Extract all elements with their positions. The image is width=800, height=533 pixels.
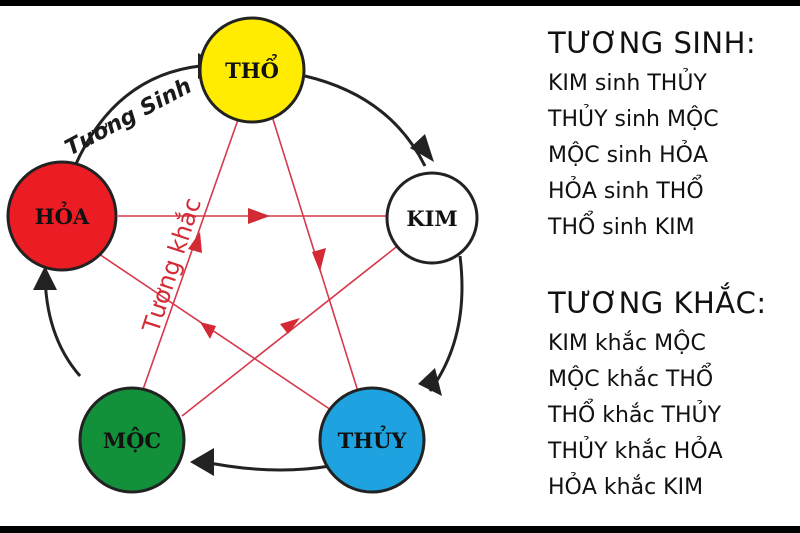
khac-arrowhead-to-kim <box>248 208 270 224</box>
sinh-item: MỘC sinh HỎA <box>548 143 709 168</box>
khac-item: KIM khắc MỘC <box>548 331 706 356</box>
khac-panel-title: TƯƠNG KHẮC: <box>548 286 767 320</box>
node-tho-label: THỔ <box>225 54 279 83</box>
sinh-item: KIM sinh THỦY <box>548 71 707 96</box>
sinh-label: Tương Sinh <box>61 74 196 162</box>
node-thuy-circle <box>318 386 426 494</box>
node-hoa-circle <box>6 160 118 272</box>
sinh-item: HỎA sinh THỔ <box>548 179 704 204</box>
node-tho-circle <box>198 16 306 124</box>
sinh-item: THỔ sinh KIM <box>548 215 695 240</box>
sinh-arc-kim-thuy <box>428 255 464 392</box>
node-tho: THỔ <box>198 16 306 124</box>
node-thuy-label: THỦY <box>338 425 408 453</box>
khac-arrowhead-to-hoa <box>200 322 216 339</box>
sinh-panel: TƯƠNG SINH: KIM sinh THỦY THỦY sinh MỘC … <box>548 26 756 246</box>
khac-item: THỦY khắc HỎA <box>548 439 723 464</box>
khac-line-moc-tho <box>139 113 241 399</box>
sinh-list: KIM sinh THỦY THỦY sinh MỘC MỘC sinh HỎA… <box>548 66 756 246</box>
khac-star <box>95 113 401 417</box>
node-kim: KIM <box>385 171 479 265</box>
sinh-arc-thuy-moc <box>199 459 331 472</box>
sinh-arrowhead-to-hoa <box>33 266 57 290</box>
khac-arrowhead-to-moc <box>280 318 300 334</box>
node-kim-circle <box>385 171 479 265</box>
sinh-arc-tho-kim <box>304 74 427 167</box>
five-elements-diagram: THỔ KIM THỦY MỘC HỎA Tương Sinh Tương kh… <box>6 16 479 494</box>
khac-item: THỔ khắc THỦY <box>548 403 722 428</box>
sinh-panel-title: TƯƠNG SINH: <box>548 26 757 60</box>
khac-line-thuy-hoa <box>95 251 341 417</box>
sinh-arc-hoa-tho <box>73 64 201 167</box>
node-hoa: HỎA <box>6 160 118 272</box>
khac-item: MỘC khắc THỔ <box>548 367 714 392</box>
node-thuy: THỦY <box>318 386 426 494</box>
khac-panel: TƯƠNG KHẮC: KIM khắc MỘC MỘC khắc THỔ TH… <box>548 286 767 506</box>
khac-arrowhead-to-thuy <box>312 248 326 272</box>
sinh-item: THỦY sinh MỘC <box>548 107 719 132</box>
khac-arrowhead-to-tho <box>188 232 202 253</box>
sinh-arrowhead-to-kim <box>410 134 434 162</box>
sinh-arrowhead-to-moc <box>190 448 214 476</box>
khac-item: HỎA khắc KIM <box>548 475 704 500</box>
node-moc: MỘC <box>78 386 186 494</box>
node-moc-label: MỘC <box>103 427 161 453</box>
sinh-arrowhead-to-thuy <box>418 368 442 396</box>
khac-arrowheads <box>188 208 326 339</box>
five-elements-canvas: THỔ KIM THỦY MỘC HỎA Tương Sinh Tương kh… <box>0 6 800 526</box>
khac-list: KIM khắc MỘC MỘC khắc THỔ THỔ khắc THỦY … <box>548 326 767 506</box>
node-kim-label: KIM <box>406 206 457 231</box>
node-moc-circle <box>78 386 186 494</box>
node-hoa-label: HỎA <box>35 201 90 229</box>
